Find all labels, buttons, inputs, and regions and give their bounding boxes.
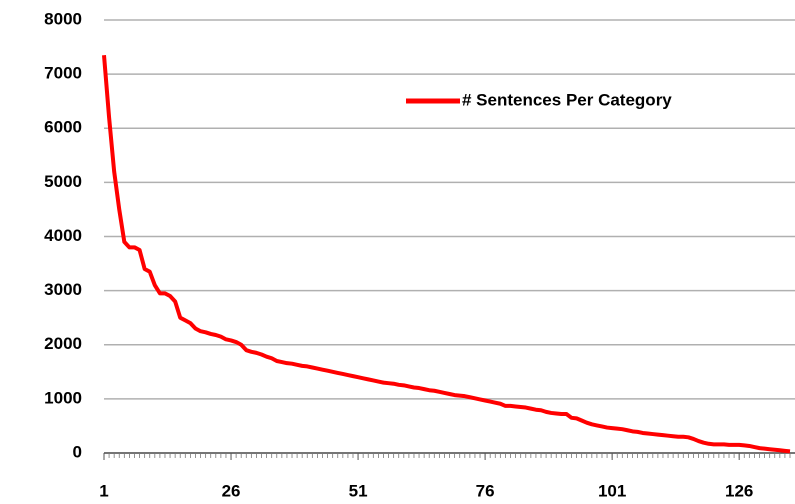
y-tick-label: 6000 [44, 118, 82, 137]
x-tick-label: 126 [725, 481, 753, 500]
x-tick-label: 101 [598, 481, 626, 500]
legend-label: # Sentences Per Category [462, 90, 672, 109]
y-tick-label: 5000 [44, 172, 82, 191]
x-tick-label: 1 [99, 481, 108, 500]
x-tick-label: 26 [222, 481, 241, 500]
y-tick-label: 4000 [44, 226, 82, 245]
y-tick-label: 0 [73, 442, 82, 461]
y-tick-label: 2000 [44, 334, 82, 353]
y-tick-label: 8000 [44, 9, 82, 28]
y-tick-label: 7000 [44, 64, 82, 83]
y-tick-label: 1000 [44, 388, 82, 407]
y-tick-label: 3000 [44, 280, 82, 299]
x-tick-label: 51 [349, 481, 368, 500]
line-series [102, 55, 791, 454]
x-tick-label: 76 [476, 481, 495, 500]
